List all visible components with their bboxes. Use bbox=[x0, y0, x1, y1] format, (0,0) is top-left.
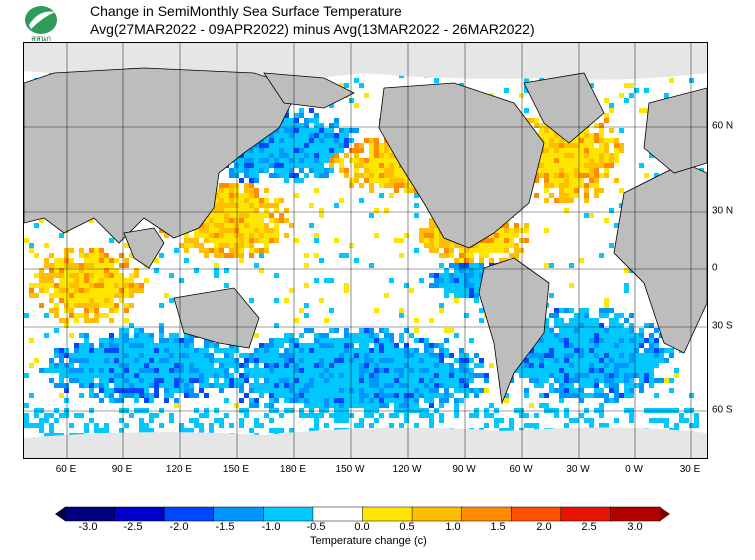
colorbar-tick: 1.0 bbox=[445, 521, 461, 533]
colorbar bbox=[55, 506, 670, 522]
colorbar-tick: 2.0 bbox=[536, 521, 552, 533]
lat-label-30n: 30 N bbox=[712, 205, 734, 217]
colorbar-tick: -2.0 bbox=[169, 521, 189, 533]
colorbar-low-arrow bbox=[55, 507, 65, 521]
lon-label-120w: 120 W bbox=[392, 464, 422, 475]
colorbar-cell bbox=[213, 506, 265, 522]
colorbar-tick: -1.5 bbox=[215, 521, 235, 533]
lat-label-eq: 0 bbox=[712, 262, 718, 274]
lon-label-30w: 30 W bbox=[566, 464, 590, 475]
colorbar-cell bbox=[560, 506, 612, 522]
lat-label-30s: 30 S bbox=[712, 320, 733, 332]
colorbar-cell bbox=[411, 506, 463, 522]
lat-lon-grid bbox=[24, 43, 707, 458]
lon-label-90w: 90 W bbox=[452, 464, 476, 475]
colorbar-cell bbox=[263, 506, 314, 522]
leaf-logo-icon: สสนก bbox=[25, 6, 57, 43]
lat-label-60n: 60 N bbox=[712, 120, 734, 132]
colorbar-cell bbox=[610, 506, 661, 522]
colorbar-tick: 0.5 bbox=[399, 521, 415, 533]
colorbar-tick: 2.5 bbox=[581, 521, 597, 533]
colorbar-cell bbox=[312, 506, 364, 522]
colorbar-tick: 3.0 bbox=[627, 521, 643, 533]
colorbar-tick: -2.5 bbox=[123, 521, 143, 533]
map-title: Change in SemiMonthly Sea Surface Temper… bbox=[90, 3, 402, 19]
logo-text: สสนก bbox=[31, 34, 51, 43]
colorbar-tick: -3.0 bbox=[78, 521, 98, 533]
colorbar-cell bbox=[362, 506, 413, 522]
colorbar-cell bbox=[511, 506, 562, 522]
lon-label-60w: 60 W bbox=[509, 464, 533, 475]
logo: สสนก bbox=[17, 3, 65, 43]
colorbar-cell bbox=[461, 506, 512, 522]
colorbar-tick: 1.5 bbox=[490, 521, 506, 533]
colorbar-cell bbox=[64, 506, 116, 522]
lon-label-30e: 30 E bbox=[679, 464, 701, 475]
map-subtitle: Avg(27MAR2022 - 09APR2022) minus Avg(13M… bbox=[90, 21, 535, 37]
sst-change-map bbox=[23, 42, 708, 459]
lon-label-150e: 150 E bbox=[222, 464, 250, 475]
colorbar-cell bbox=[163, 506, 215, 522]
lon-label-120e: 120 E bbox=[165, 464, 193, 475]
colorbar-tick: -0.5 bbox=[306, 521, 326, 533]
colorbar-high-arrow bbox=[660, 507, 670, 521]
lon-label-60e: 60 E bbox=[55, 464, 77, 475]
lon-label-150w: 150 W bbox=[335, 464, 365, 475]
colorbar-caption: Temperature change (c) bbox=[310, 535, 427, 547]
colorbar-tick: -1.0 bbox=[261, 521, 281, 533]
colorbar-cell bbox=[114, 506, 165, 522]
colorbar-tick: 0.0 bbox=[354, 521, 370, 533]
lon-label-0w: 0 W bbox=[625, 464, 643, 475]
lon-label-180e: 180 E bbox=[279, 464, 307, 475]
lon-label-90e: 90 E bbox=[111, 464, 133, 475]
lat-label-60s: 60 S bbox=[712, 404, 733, 416]
title-block: Change in SemiMonthly Sea Surface Temper… bbox=[90, 2, 535, 38]
map-canvas bbox=[24, 43, 707, 458]
